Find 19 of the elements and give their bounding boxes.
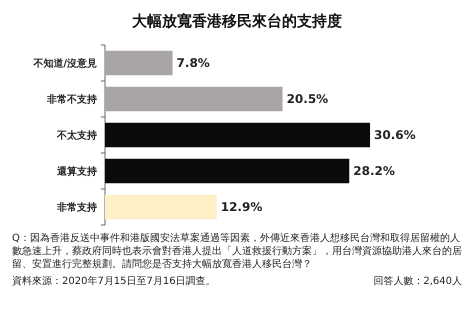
bar: [105, 86, 283, 112]
text: 回答人數：2,640人: [373, 275, 462, 287]
bar: [105, 50, 173, 76]
y-tick-label: 還算支持: [56, 166, 97, 178]
data-label: 20.5%: [286, 92, 328, 106]
y-tick-label: 非常支持: [56, 202, 97, 214]
text: Q：因為香港反送中事件和港版國安法草案通過等因素，外傳近來香港人想移民台灣和取得居留權的人數急速上升，蔡政府同時也表示會對香港人提出「人道救援行動方案」，用台灣資源協助港人來台的居留、安置進行完整規劃。請問您是否支持大幅放寬香港人移民台灣？: [12, 232, 462, 270]
source-note: 資料來源：2020年7月15日至7月16日調查。: [12, 275, 216, 287]
bar: [105, 194, 217, 220]
data-label: 28.2%: [353, 164, 395, 178]
chart-title: 大幅放寬香港移民來台的支持度: [132, 12, 342, 30]
y-tick-label: 不太支持: [56, 130, 97, 142]
data-label: 12.9%: [220, 200, 262, 214]
data-label: 7.8%: [176, 56, 210, 70]
y-tick-label: 非常不支持: [46, 94, 97, 106]
data-label: 30.6%: [374, 128, 416, 142]
bar: [105, 122, 370, 148]
bar: [105, 158, 350, 184]
y-tick-label: 不知道/沒意見: [32, 58, 97, 70]
